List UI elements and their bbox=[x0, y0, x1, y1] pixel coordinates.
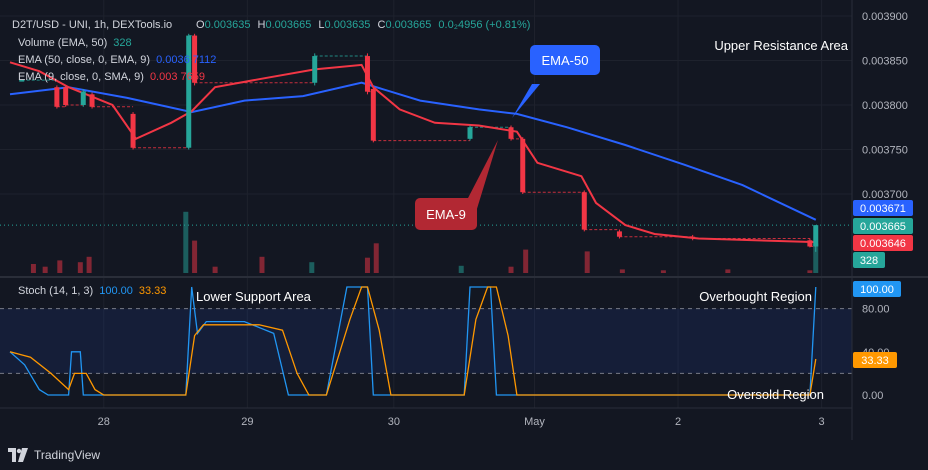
legend-volume[interactable]: Volume (EMA, 50) 328 bbox=[18, 37, 132, 49]
stoch-k-line bbox=[9, 286, 817, 396]
ema50-callout-label: EMA-50 bbox=[542, 53, 589, 68]
price-tick-label: 0.003850 bbox=[862, 56, 908, 68]
candle-body[interactable] bbox=[192, 35, 198, 83]
volume-bar bbox=[86, 256, 92, 273]
ema9-callout-box bbox=[415, 198, 477, 230]
volume-bar bbox=[192, 240, 198, 273]
legend-ema50[interactable]: EMA (50, close, 0, EMA, 9) 0.0036 7112 bbox=[18, 54, 216, 66]
candle-body[interactable] bbox=[130, 113, 136, 148]
candle-body[interactable] bbox=[186, 35, 192, 148]
ema50-callout[interactable]: EMA-50 bbox=[512, 45, 600, 118]
volume-bar bbox=[660, 270, 666, 273]
ema50-line bbox=[9, 81, 817, 221]
ema9-callout-pointer bbox=[467, 140, 498, 212]
volume-bar bbox=[458, 265, 464, 273]
ema50-callout-pointer bbox=[512, 84, 540, 118]
candle-body[interactable] bbox=[89, 94, 95, 107]
candle-body[interactable] bbox=[508, 127, 514, 139]
volume-bars bbox=[30, 211, 819, 273]
volume-bar bbox=[77, 262, 83, 273]
volume-bar bbox=[57, 260, 63, 273]
time-tick-label: 29 bbox=[241, 416, 253, 428]
volume-bar bbox=[309, 262, 315, 273]
time-tick-label: May bbox=[524, 416, 545, 428]
price-tick-label: 0.003700 bbox=[862, 189, 908, 201]
volume-bar bbox=[212, 266, 218, 273]
volume-bar bbox=[183, 211, 189, 273]
candles[interactable] bbox=[19, 33, 819, 252]
tradingview-logo-icon bbox=[8, 448, 28, 462]
candle-body[interactable] bbox=[19, 80, 25, 82]
time-tick-label: 28 bbox=[98, 416, 110, 428]
svg-text:328: 328 bbox=[860, 255, 878, 267]
svg-text:100.00: 100.00 bbox=[860, 284, 894, 296]
volume-bar bbox=[364, 257, 370, 273]
candle-body[interactable] bbox=[312, 56, 318, 83]
svg-text:33.33: 33.33 bbox=[861, 355, 889, 367]
volume-bar bbox=[523, 249, 529, 273]
candle-body[interactable] bbox=[370, 88, 376, 141]
ema9-price-badge: 0.003646 bbox=[853, 235, 913, 251]
volume-bar bbox=[584, 251, 590, 273]
stoch-tick-label: 80.00 bbox=[862, 304, 890, 316]
stoch-k-badge: 100.00 bbox=[853, 281, 901, 297]
stoch-lines bbox=[9, 286, 817, 396]
candle-body[interactable] bbox=[80, 91, 86, 105]
volume-bar bbox=[619, 269, 625, 273]
volume-bar bbox=[259, 256, 265, 273]
candle-body[interactable] bbox=[813, 225, 819, 247]
stoch-legend[interactable]: Stoch (14, 1, 3) 100.00 33.33 bbox=[18, 285, 166, 297]
brand-name[interactable]: TradingView bbox=[34, 448, 101, 462]
volume-bar bbox=[725, 269, 731, 273]
candle-body[interactable] bbox=[467, 127, 473, 139]
last-price-badge: 0.003665 bbox=[853, 218, 913, 234]
volume-bar bbox=[42, 266, 48, 273]
candle-body[interactable] bbox=[690, 236, 696, 239]
footer-bar: TradingView bbox=[0, 440, 928, 470]
volume-badge: 328 bbox=[853, 252, 885, 268]
volume-bar bbox=[373, 243, 379, 273]
time-tick-label: 30 bbox=[388, 416, 400, 428]
ohlc-readout: O0.003635 H0.003665 L0.003635 C0.003665 … bbox=[196, 19, 530, 31]
volume-bar bbox=[30, 264, 36, 273]
legend-ema9[interactable]: EMA (9, close, 0, SMA, 9) 0.003 7659 bbox=[18, 71, 205, 83]
svg-text:0.003671: 0.003671 bbox=[860, 203, 906, 215]
oversold-label: Oversold Region bbox=[727, 387, 824, 402]
candle-body[interactable] bbox=[581, 192, 587, 230]
candle-body[interactable] bbox=[616, 231, 622, 237]
upper-resistance-label: Upper Resistance Area bbox=[714, 38, 848, 53]
candle-body[interactable] bbox=[520, 138, 526, 193]
price-tick-label: 0.003750 bbox=[862, 145, 908, 157]
lower-support-label: Lower Support Area bbox=[196, 289, 312, 304]
price-tick-label: 0.003800 bbox=[862, 100, 908, 112]
time-tick-label: 3 bbox=[819, 416, 825, 428]
candle-body[interactable] bbox=[63, 87, 69, 105]
price-axis[interactable]: 0.003900 0.003850 0.003800 0.003750 0.003700… bbox=[862, 11, 908, 402]
ema9-callout-label: EMA-9 bbox=[426, 207, 466, 222]
stoch-d-line bbox=[9, 286, 817, 396]
ema50-callout-box bbox=[530, 45, 600, 75]
overbought-label: Overbought Region bbox=[699, 289, 812, 304]
ema9-callout[interactable]: EMA-9 bbox=[415, 140, 498, 230]
stoch-d-badge: 33.33 bbox=[853, 352, 897, 368]
ema50-price-badge: 0.003671 bbox=[853, 200, 913, 216]
stoch-band bbox=[0, 308, 852, 374]
stoch-tick-label: 0.00 bbox=[862, 390, 883, 402]
candle-body[interactable] bbox=[807, 240, 813, 247]
symbol-title: D2T/USD - UNI, 1h, DEXTools.io bbox=[12, 19, 172, 31]
volume-bar bbox=[813, 243, 819, 273]
price-tick-label: 0.003900 bbox=[862, 11, 908, 23]
svg-text:0.003665: 0.003665 bbox=[860, 221, 906, 233]
time-axis[interactable]: 28 29 30 May 2 3 bbox=[98, 416, 825, 428]
volume-bar bbox=[807, 270, 813, 273]
candle-body[interactable] bbox=[364, 56, 370, 92]
svg-text:0.003646: 0.003646 bbox=[860, 238, 906, 250]
stoch-band-fill bbox=[0, 308, 852, 374]
volume-bar bbox=[508, 266, 514, 273]
time-tick-label: 2 bbox=[675, 416, 681, 428]
candle-body[interactable] bbox=[54, 87, 60, 107]
